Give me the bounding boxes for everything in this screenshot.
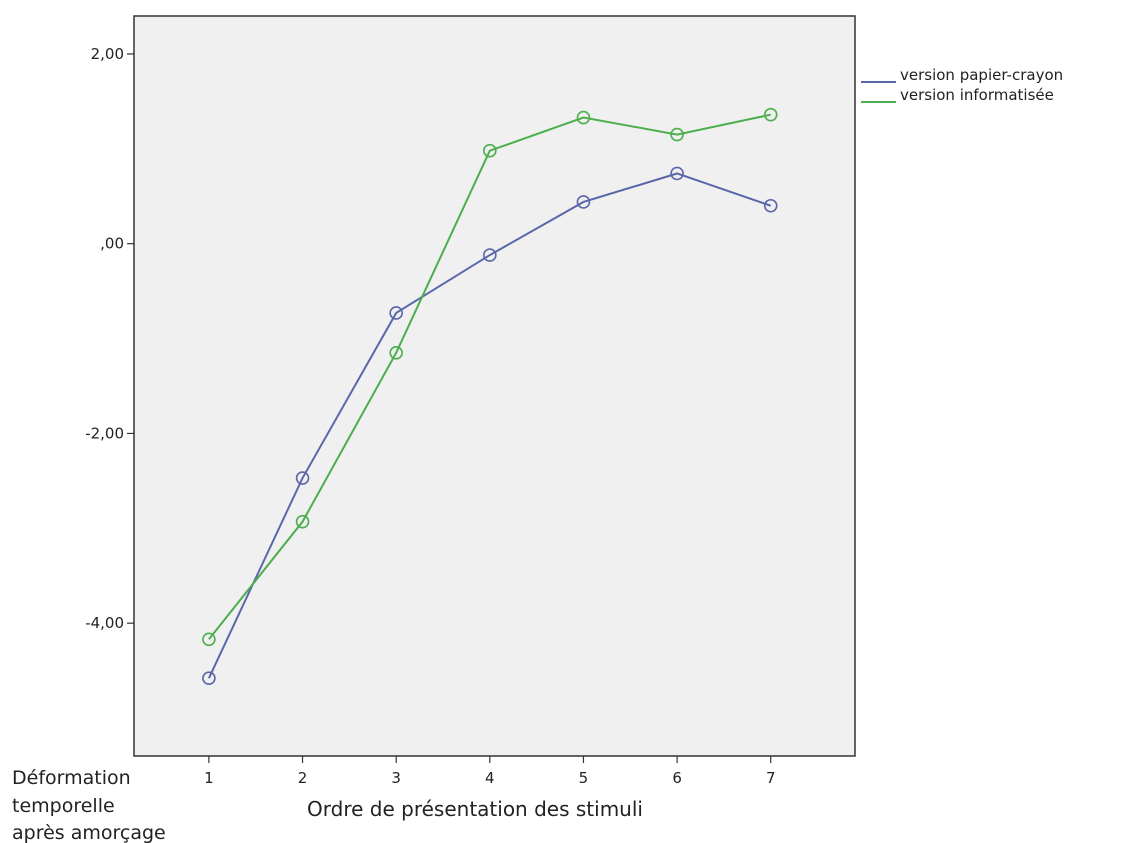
x-tick-label: 1 <box>204 769 214 787</box>
legend-label: version papier-crayon <box>900 66 1063 84</box>
x-tick-label: 5 <box>579 769 589 787</box>
data-point <box>670 166 684 181</box>
legend-label: version informatisée <box>900 86 1054 104</box>
series-2 <box>202 107 778 647</box>
y-axis-title-line-3: après amorçage <box>12 822 166 843</box>
data-point <box>295 514 310 529</box>
data-point <box>763 198 778 213</box>
y-axis-title-line-1: Déformation <box>12 767 131 789</box>
legend: version papier-crayon version informatisé… <box>861 66 1063 104</box>
data-point <box>670 127 684 142</box>
data-point <box>763 107 778 122</box>
data-point <box>483 143 497 158</box>
data-point <box>202 671 216 686</box>
y-tick-label: -4,00 <box>85 614 124 632</box>
y-tick-label: -2,00 <box>85 424 124 442</box>
y-axis: 2,00 ,00 -2,00 -4,00 <box>85 45 134 632</box>
y-axis-title-line-2: temporelle <box>12 795 115 817</box>
x-tick-label: 7 <box>766 769 776 787</box>
series-line <box>208 172 772 679</box>
x-tick-label: 3 <box>391 769 401 787</box>
x-axis: 1 2 3 4 5 6 7 <box>204 756 776 787</box>
y-tick-label: 2,00 <box>91 45 124 63</box>
plot-area <box>133 15 856 757</box>
y-tick-label: ,00 <box>100 235 124 253</box>
series-1 <box>202 166 778 686</box>
series-line <box>208 113 771 640</box>
data-point <box>202 632 216 647</box>
x-tick-label: 2 <box>298 769 308 787</box>
data-point <box>483 248 497 262</box>
data-point <box>295 471 310 485</box>
series-layer <box>202 107 778 686</box>
x-tick-label: 4 <box>485 769 495 787</box>
data-point <box>576 110 591 125</box>
x-axis-title: Ordre de présentation des stimuli <box>307 797 643 821</box>
data-point <box>576 195 591 209</box>
x-tick-label: 6 <box>672 769 682 787</box>
data-point <box>389 306 403 320</box>
data-point <box>389 345 403 360</box>
